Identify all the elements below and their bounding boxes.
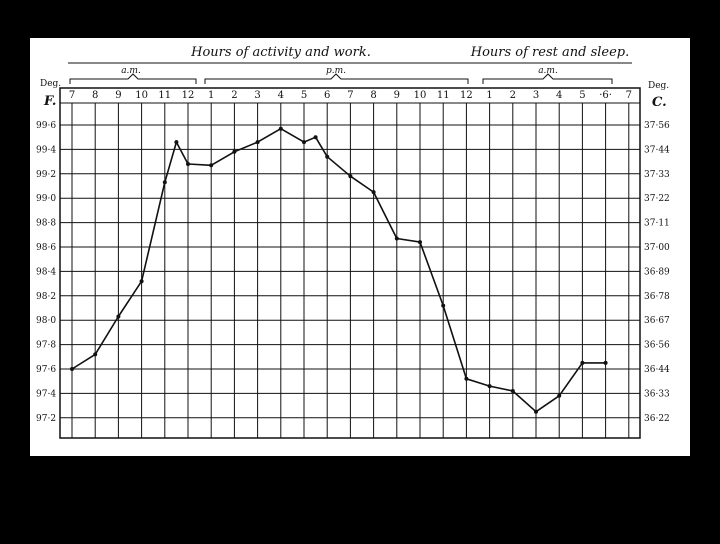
temperature-point <box>441 303 446 308</box>
y-tick-label-f: 98·6 <box>36 243 56 253</box>
y-tick-label-c: 37·56 <box>644 121 670 131</box>
temperature-series <box>70 126 608 414</box>
y-tick-label-f: 99·4 <box>36 145 56 155</box>
y-tick-label-f: 97·6 <box>36 365 56 375</box>
brace-am-morning <box>69 73 197 84</box>
period-label-pm: p.m. <box>326 66 346 76</box>
x-tick-label: 1 <box>208 90 214 101</box>
y-tick-label-f: 98·2 <box>36 292 56 302</box>
x-tick-label: 3 <box>533 90 539 101</box>
header-rest: Hours of rest and sleep. <box>470 45 630 60</box>
header-activity: Hours of activity and work. <box>190 45 371 60</box>
temperature-point <box>580 360 585 365</box>
y-tick-label-f: 97·2 <box>36 414 56 424</box>
temperature-point <box>278 126 283 131</box>
x-tick-label: 9 <box>115 90 121 101</box>
brace-am-night <box>482 73 613 84</box>
y-tick-label-c: 37·33 <box>644 170 670 180</box>
y-tick-label-f: 97·4 <box>36 389 56 399</box>
x-tick-label: 2 <box>231 90 237 101</box>
x-tick-label: 8 <box>92 90 98 101</box>
period-label-am-night: a.m. <box>538 66 558 76</box>
period-label-am-morning: a.m. <box>121 66 141 76</box>
y-tick-label-f: 98·0 <box>36 316 56 326</box>
y-tick-labels-fahrenheit: 99·6 99·4 99·2 99·0 98·8 98·6 98·4 98·2 98·0 97·8… <box>36 121 56 424</box>
x-tick-label: 11 <box>158 90 171 101</box>
temperature-point <box>209 163 214 168</box>
x-tick-labels: 7 8 9 10 11 12 1 2 3 4 5 6 7 8 9 10 11 12 1 2 3 4 5·6· 7 <box>69 90 632 101</box>
grid <box>59 87 641 439</box>
y-tick-label-f: 99·2 <box>36 170 56 180</box>
x-tick-label: 10 <box>135 90 148 101</box>
x-tick-label: 6 <box>324 90 330 101</box>
temperature-point <box>325 154 330 159</box>
temperature-point <box>418 240 422 245</box>
y-tick-label-f: 99·0 <box>36 194 56 204</box>
temperature-point <box>557 393 562 398</box>
temperature-point <box>510 389 515 393</box>
temperature-point <box>186 162 190 166</box>
temperature-line <box>71 127 606 413</box>
y-tick-label-c: 36·89 <box>644 267 670 277</box>
y-tick-label-f: 98·8 <box>36 219 56 229</box>
x-tick-label: 5 <box>579 90 585 101</box>
y-tick-label-c: 36·56 <box>644 341 670 351</box>
y-tick-label-c: 36·44 <box>644 365 670 375</box>
y-tick-label-c: 37·00 <box>644 243 670 253</box>
left-axis-unit: F. <box>43 94 56 109</box>
temperature-point <box>464 376 469 381</box>
temperature-point <box>348 174 353 179</box>
y-tick-label-c: 36·33 <box>644 389 670 399</box>
x-tick-label: 8 <box>370 90 376 101</box>
y-tick-label-f: 97·8 <box>36 341 56 351</box>
x-tick-label: 4 <box>278 90 284 101</box>
y-tick-label-c: 37·44 <box>644 145 670 155</box>
x-tick-label: 10 <box>414 90 427 101</box>
y-tick-label-c: 36·22 <box>644 414 670 424</box>
x-tick-label: 12 <box>182 90 195 101</box>
y-tick-labels-celsius: 37·56 37·44 37·33 37·22 37·11 37·00 36·89 36·78… <box>644 121 670 424</box>
x-tick-label: 1 <box>486 90 492 101</box>
x-tick-label: 7 <box>69 90 75 101</box>
right-axis-deg-label: Deg. <box>648 81 669 91</box>
temperature-point <box>371 190 376 195</box>
y-tick-label-f: 98·4 <box>36 267 56 277</box>
right-axis-unit: C. <box>652 95 667 110</box>
x-tick-label: 7 <box>626 90 632 101</box>
temperature-point <box>302 140 306 145</box>
temperature-point <box>255 140 260 145</box>
temperature-point <box>394 236 399 241</box>
bottom-band <box>30 456 690 478</box>
y-tick-label-c: 37·11 <box>644 219 670 229</box>
x-tick-label: 5 <box>301 90 307 101</box>
temperature-point <box>70 367 74 371</box>
brace-pm <box>204 73 469 84</box>
temperature-point <box>534 409 538 414</box>
x-tick-label: ·6· <box>599 90 612 101</box>
temperature-point <box>174 140 179 145</box>
temperature-point <box>162 180 167 185</box>
x-tick-label: 4 <box>556 90 562 101</box>
x-tick-label: 12 <box>460 90 473 101</box>
temperature-point <box>603 360 608 365</box>
x-tick-label: 2 <box>510 90 516 101</box>
temperature-point <box>93 352 98 357</box>
y-tick-label-f: 99·6 <box>36 121 56 131</box>
y-tick-label-c: 36·67 <box>644 316 670 326</box>
temperature-point <box>232 149 237 154</box>
x-tick-label: 3 <box>254 90 260 101</box>
y-tick-label-c: 37·22 <box>644 194 670 204</box>
x-tick-label: 7 <box>347 90 353 101</box>
temperature-point <box>116 314 121 319</box>
y-tick-label-c: 36·78 <box>644 292 670 302</box>
x-tick-label: 11 <box>437 90 450 101</box>
temperature-point <box>313 135 318 140</box>
temperature-point <box>487 384 492 389</box>
left-axis-deg-label: Deg. <box>40 79 61 89</box>
x-tick-label: 9 <box>394 90 400 101</box>
temperature-point <box>139 279 144 284</box>
